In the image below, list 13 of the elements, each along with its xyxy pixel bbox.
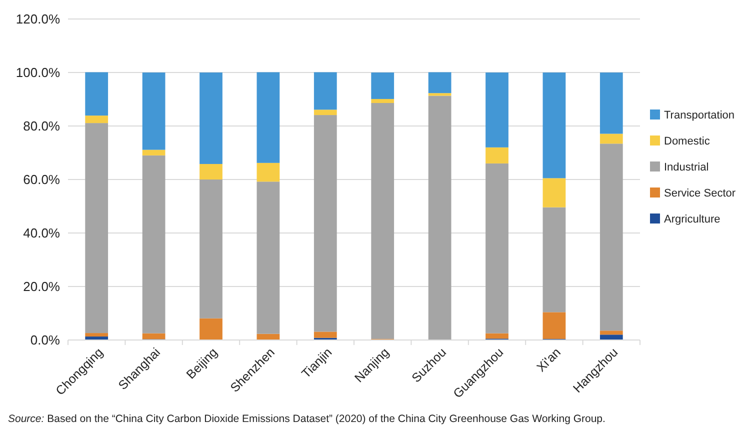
source-note: Source: Based on the “China City Carbon Dioxide Emissions Dataset” (2020) of the China City Greenhouse Gas Working Group. xyxy=(8,413,606,425)
y-tick-label: 100.0% xyxy=(16,65,60,80)
legend-label: Industrial xyxy=(664,161,709,174)
y-tick-label: 40.0% xyxy=(23,226,60,241)
y-tick-label: 60.0% xyxy=(23,172,60,188)
y-tick-label: 0.0% xyxy=(30,332,60,348)
y-tick-label: 20.0% xyxy=(23,279,60,294)
legend-label: Service Sector xyxy=(664,187,736,200)
y-tick-label: 120.0% xyxy=(16,12,60,27)
legend-label: Domestic xyxy=(664,135,710,148)
y-tick-label: 80.0% xyxy=(23,118,60,134)
legend-label: Argriculture xyxy=(664,213,720,226)
legend-label: Transportation xyxy=(664,109,735,122)
